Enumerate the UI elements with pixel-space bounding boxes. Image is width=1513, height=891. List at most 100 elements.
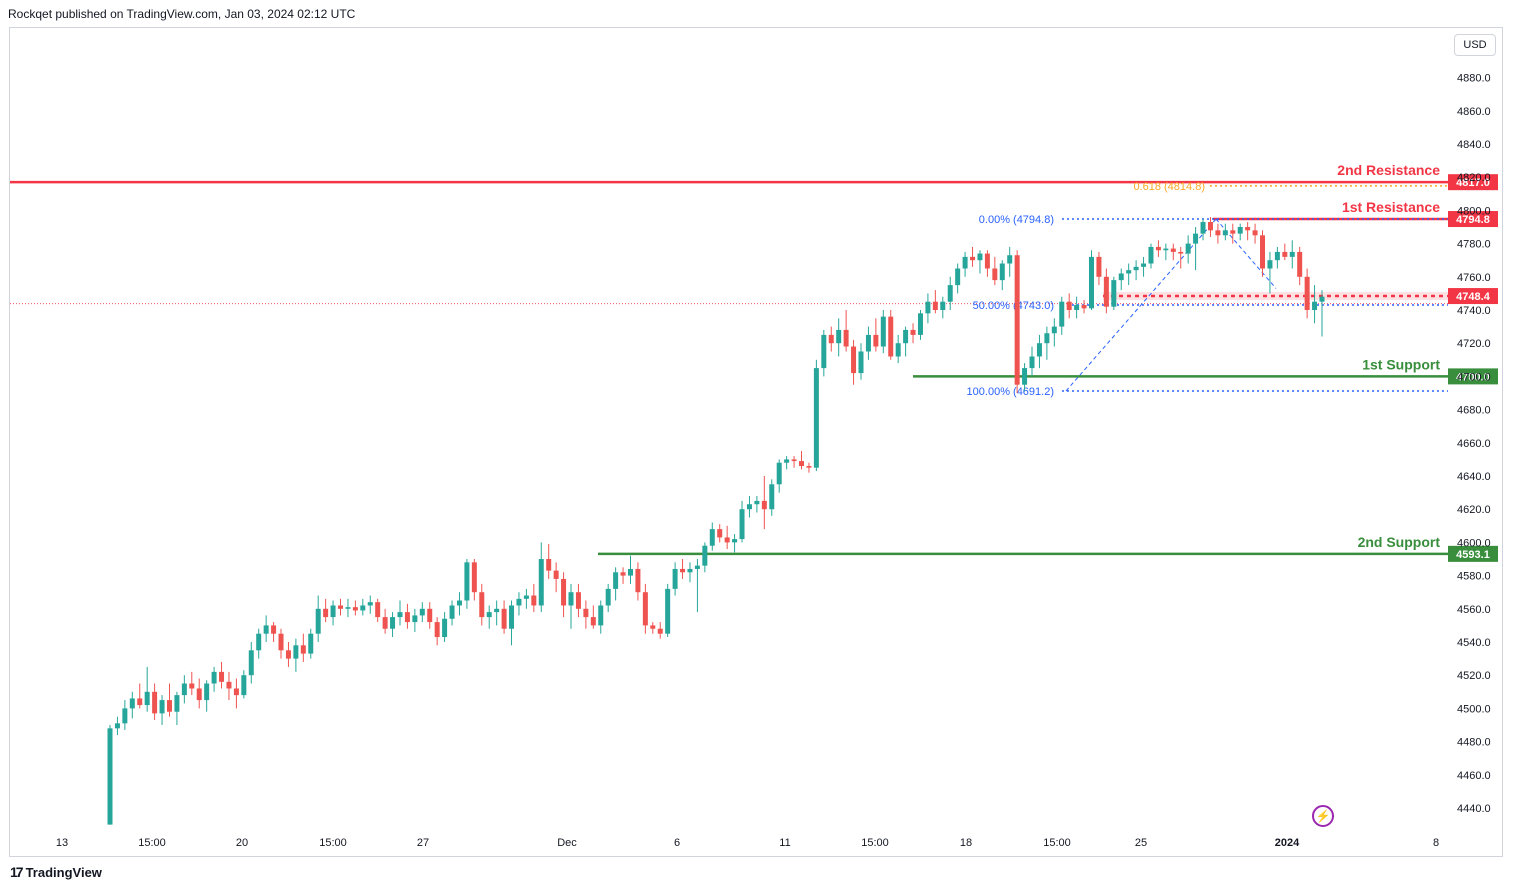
publish-header: Rockqet published on TradingView.com, Ja… [8, 7, 356, 21]
candle [1260, 230, 1266, 277]
candle-body [1081, 305, 1087, 309]
candle-body [300, 645, 306, 654]
y-tick-label: 4520.0 [1457, 670, 1491, 682]
candle-body [947, 285, 953, 302]
candle-body [813, 368, 819, 468]
currency-button[interactable]: USD [1454, 34, 1496, 56]
y-tick-label: 4680.0 [1457, 405, 1491, 417]
candle-body [1141, 263, 1147, 267]
candle-body [1155, 246, 1161, 251]
candle [940, 296, 946, 319]
candle-body [330, 605, 336, 618]
y-tick-label: 4760.0 [1457, 272, 1491, 284]
candle-body [546, 559, 552, 571]
x-tick-label: 18 [960, 837, 972, 849]
candle-body [1126, 270, 1132, 274]
y-tick-label: 4660.0 [1457, 438, 1491, 450]
candle [152, 683, 158, 721]
candle-body [1319, 296, 1325, 302]
candle-body [219, 671, 225, 682]
candle-body [204, 683, 210, 701]
y-tick-label: 4500.0 [1457, 703, 1491, 715]
candle [1074, 296, 1080, 319]
level-label: 2nd Resistance [1337, 162, 1440, 178]
candle [1193, 227, 1199, 271]
candle [903, 326, 909, 357]
x-tick-label: 11 [779, 837, 790, 849]
candle [680, 559, 686, 579]
candle-body [375, 602, 381, 618]
candle [1014, 250, 1020, 393]
candle [776, 459, 782, 493]
candle [746, 495, 752, 518]
candle-body [605, 588, 611, 606]
x-tick-label: 6 [674, 837, 680, 849]
x-tick-label: 8 [1433, 837, 1439, 849]
candle-body [627, 568, 633, 576]
candle-body [1289, 251, 1295, 257]
candle-body [412, 615, 418, 623]
candle-body [672, 568, 678, 589]
candle-body [419, 608, 425, 616]
candle [219, 661, 225, 689]
lightning-icon[interactable]: ⚡ [1312, 805, 1334, 827]
candle [925, 293, 931, 324]
candle [791, 456, 797, 468]
y-tick-label: 4780.0 [1457, 239, 1491, 251]
candle-body [821, 334, 827, 369]
candle [1118, 268, 1124, 291]
candle-body [189, 683, 195, 689]
candle-body [196, 688, 202, 701]
candle-body [962, 256, 968, 269]
candle-body [828, 334, 834, 344]
candle-body [516, 598, 522, 606]
candle [1163, 243, 1169, 261]
candle-body [1088, 256, 1094, 309]
candle [256, 628, 262, 659]
chart-frame [9, 27, 1503, 857]
candle [412, 608, 418, 633]
candle [308, 628, 314, 659]
candle-body [382, 617, 388, 629]
candle [1007, 246, 1013, 277]
x-tick-label: 15:00 [319, 837, 347, 849]
candle-body [1051, 326, 1057, 334]
y-tick-label: 4480.0 [1457, 737, 1491, 749]
candle [1155, 240, 1161, 257]
candle-body [992, 268, 998, 281]
candle [1022, 363, 1028, 392]
candle-body [665, 588, 671, 634]
candle-body [769, 484, 775, 510]
candle [895, 334, 901, 364]
candle-body [278, 633, 284, 651]
candle-body [1007, 255, 1013, 264]
candle-body [323, 608, 329, 618]
candle-body [873, 334, 879, 347]
candle [144, 666, 150, 712]
candle-body [1022, 368, 1028, 385]
candle-body [144, 691, 150, 706]
candle [464, 559, 470, 609]
y-tick-label: 4860.0 [1457, 106, 1491, 118]
candle-body [561, 578, 567, 606]
candle-body [590, 617, 596, 626]
candle [962, 251, 968, 277]
tradingview-logo-icon: 17 [10, 864, 24, 880]
x-tick-label: Dec [557, 837, 577, 849]
candle-body [256, 633, 262, 651]
candle [1096, 251, 1102, 286]
candle-body [836, 329, 842, 344]
candle-body [427, 608, 433, 623]
candle [620, 567, 626, 584]
candle [561, 572, 567, 618]
candle [1170, 243, 1176, 261]
candle [1066, 293, 1072, 319]
candle-body [285, 650, 291, 659]
candle-body [888, 316, 894, 357]
candle [627, 555, 633, 584]
candle [650, 622, 656, 634]
candle [456, 592, 462, 616]
candle-body [799, 461, 805, 467]
candle [523, 588, 529, 609]
